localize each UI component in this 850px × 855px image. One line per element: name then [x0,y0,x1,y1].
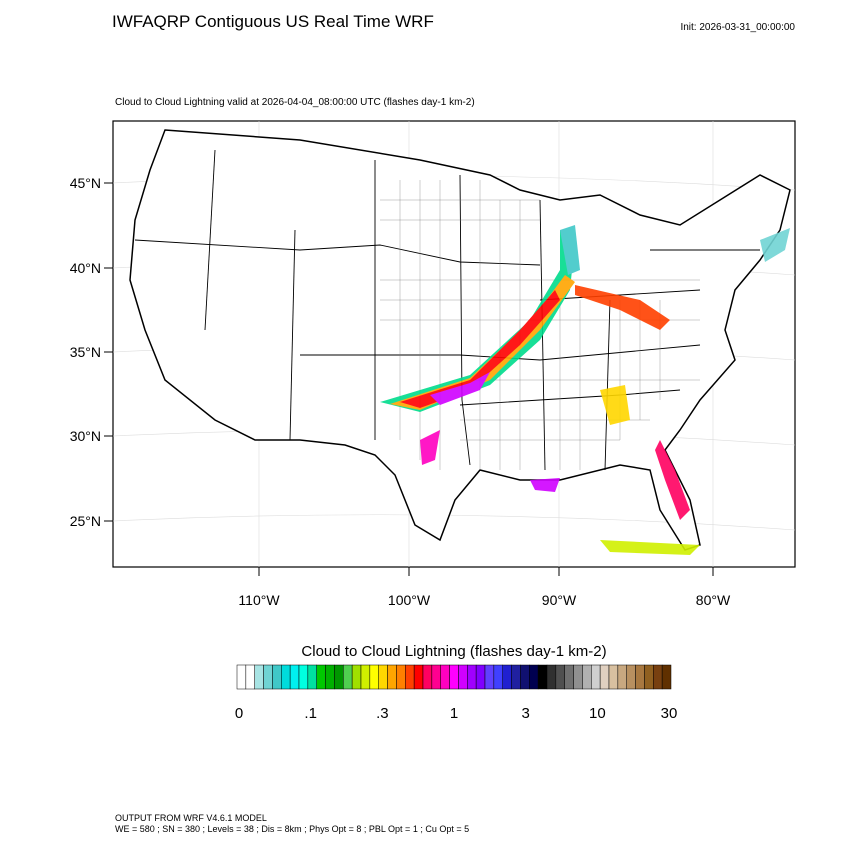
colorbar-swatch [608,664,619,690]
colorbar-swatch [537,664,548,690]
colorbar-swatch [626,664,636,690]
colorbar-swatch [431,664,441,690]
colorbar-swatch [529,664,539,690]
colorbar-label: 3 [521,705,529,722]
colorbar-label: 10 [589,705,606,722]
colorbar-swatch [236,664,247,690]
colorbar-swatch [467,664,477,690]
colorbar-swatch [378,664,388,690]
colorbar-swatch [564,664,574,690]
lightning [380,225,790,555]
colorbar-swatch [369,664,379,690]
subtitle: Cloud to Cloud Lightning valid at 2026-0… [115,97,475,108]
lat-label: 35°N [70,344,101,360]
lat-label: 30°N [70,428,101,444]
footer-line: WE = 580 ; SN = 380 ; Levels = 38 ; Dis … [115,824,469,834]
colorbar-swatch [440,664,450,690]
colorbar-swatch [449,664,459,690]
colorbar-swatch [298,664,309,690]
lat-label: 45°N [70,175,101,191]
colorbar-swatch [555,664,565,690]
title: IWFAQRP Contiguous US Real Time WRF [112,12,434,31]
colorbar-swatch [405,664,415,690]
colorbar-swatch [325,664,335,690]
colorbar-swatch [272,664,282,690]
colorbar-swatch [307,664,317,690]
map: 45°N 40°N 35°N 30°N 25°N 110°W 100°W 90°W 80°W [70,120,796,608]
colorbar-swatch [520,664,530,690]
lat-label: 40°N [70,260,101,276]
colorbar-swatch [475,664,486,690]
colorbar-swatch [351,664,362,690]
colorbar-swatch [546,664,557,690]
colorbar-swatch [396,664,406,690]
colorbar-swatch [617,664,627,690]
lat-label: 25°N [70,513,101,529]
colorbar-swatch [591,664,601,690]
colorbar-swatch [254,664,264,690]
colorbar-swatch [599,664,610,690]
colorbar [236,664,672,690]
colorbar-label: 0 [235,705,243,722]
lon-label: 90°W [542,592,577,608]
colorbar-swatch [458,664,468,690]
colorbar-swatch [343,664,353,690]
colorbar-swatch [281,664,291,690]
colorbar-swatch [387,664,397,690]
lon-label: 80°W [696,592,731,608]
lon-label: 110°W [238,592,280,608]
colorbar-swatch [289,664,300,690]
colorbar-swatch [644,664,654,690]
colorbar-swatch [484,664,495,690]
colorbar-label: 30 [661,705,678,722]
colorbar-label: .1 [304,705,317,722]
colorbar-swatch [653,664,663,690]
colorbar-swatch [573,664,583,690]
colorbar-swatch [360,664,371,690]
colorbar-label: 1 [450,705,458,722]
colorbar-swatch [661,664,672,690]
init-time: Init: 2026-03-31_00:00:00 [680,22,795,33]
colorbar-label: .3 [376,705,389,722]
colorbar-swatch [316,664,326,690]
colorbar-swatch [493,664,503,690]
colorbar-swatch [263,664,273,690]
colorbar-swatch [582,664,592,690]
lon-label: 100°W [388,592,431,608]
colorbar-title: Cloud to Cloud Lightning (flashes day-1 … [301,643,606,660]
colorbar-swatch [635,664,645,690]
colorbar-swatch [422,664,433,690]
colorbar-swatch [334,664,344,690]
colorbar-swatch [511,664,521,690]
colorbar-swatch [502,664,512,690]
colorbar-swatch [413,664,424,690]
colorbar-swatch [245,664,255,690]
footer-line: OUTPUT FROM WRF V4.6.1 MODEL [115,813,267,823]
